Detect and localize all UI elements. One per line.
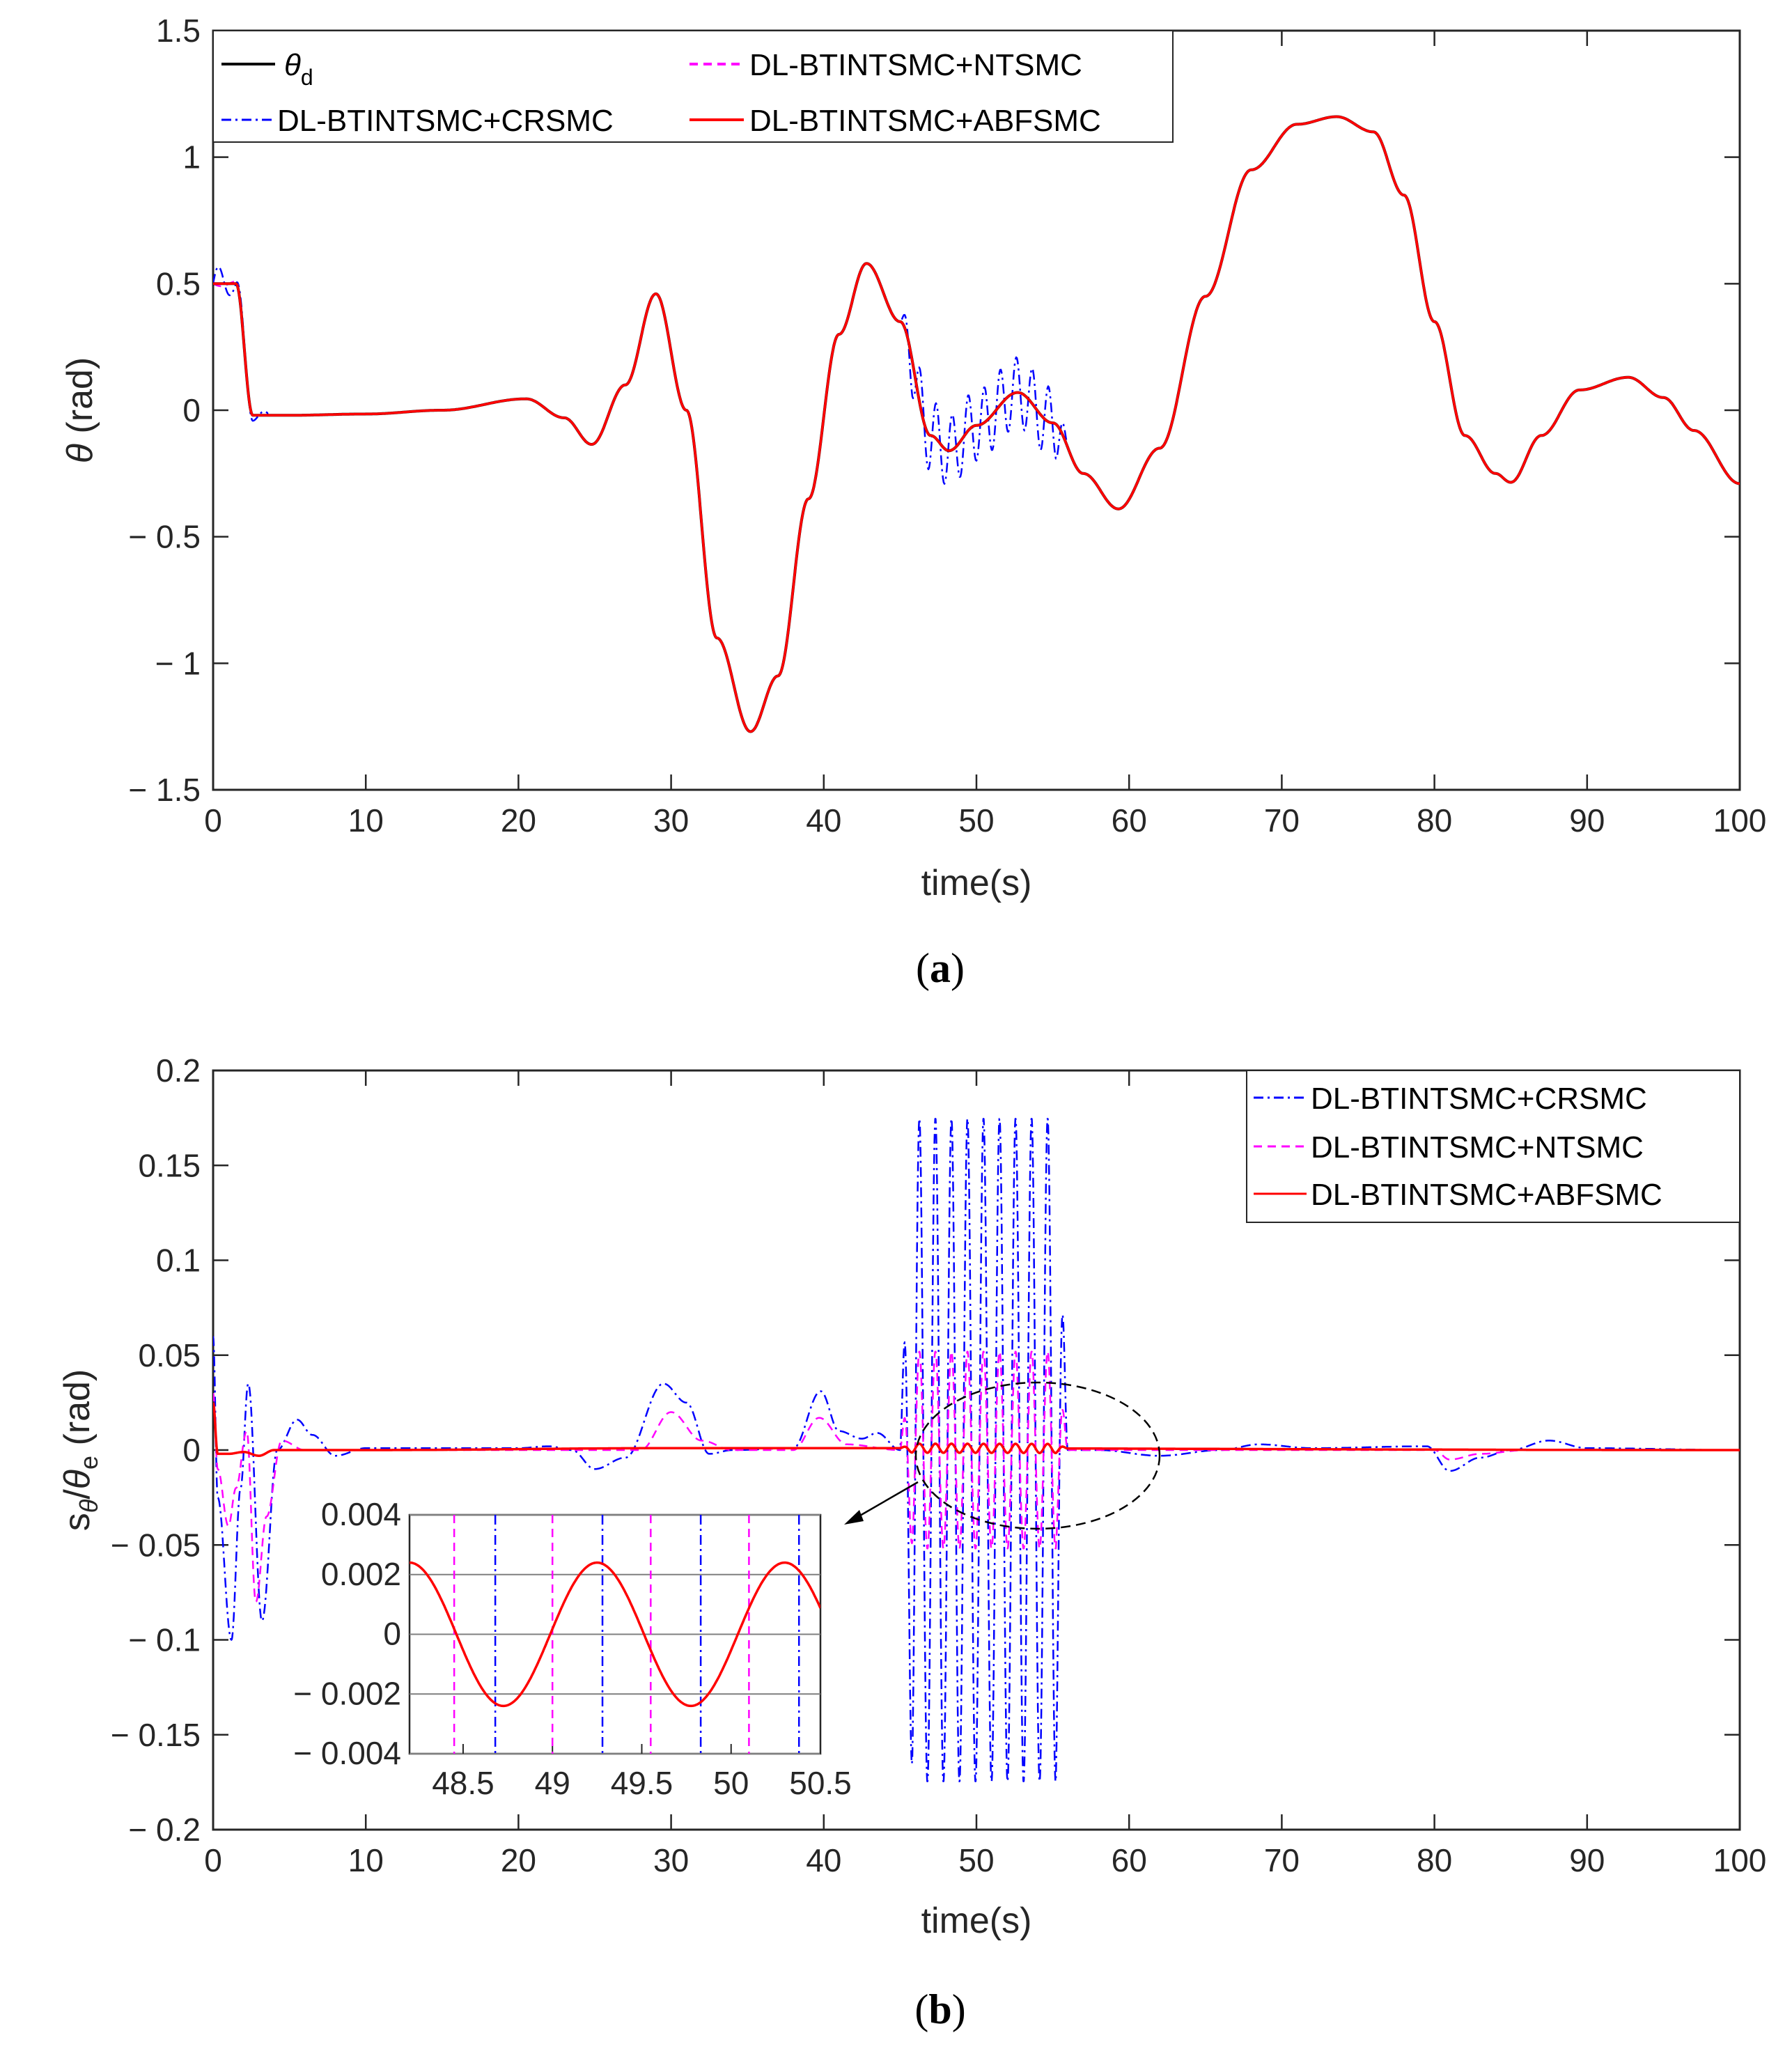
panel-b-caption: (b) — [914, 1986, 965, 2032]
x-tick-label: 100 — [1713, 802, 1767, 839]
x-tick-label: 90 — [1569, 1842, 1605, 1878]
y-tick-label: 0.5 — [156, 265, 201, 302]
x-tick-label: 40 — [806, 802, 841, 839]
panel-a-ticks: 0 10 20 30 40 50 60 70 80 90 100 − 1.5 − 1 − 0.5 0 0.5 1… — [128, 13, 1766, 839]
inset-x-tick-label: 49.5 — [611, 1765, 673, 1801]
legend-b-label-crsmc: DL-BTINTSMC+CRSMC — [1311, 1082, 1647, 1116]
x-tick-label: 80 — [1417, 802, 1452, 839]
panel-a-ylabel: θ (rad) — [60, 357, 100, 463]
legend-label-crsmc: DL-BTINTSMC+CRSMC — [277, 104, 614, 138]
series-abfsmc-line — [213, 1402, 1740, 1457]
y-tick-label: 0.05 — [138, 1337, 201, 1373]
legend-b-label-ntsmc: DL-BTINTSMC+NTSMC — [1311, 1130, 1644, 1165]
y-tick-label: − 0.15 — [111, 1717, 201, 1753]
inset-y-tick-label: 0.004 — [321, 1496, 401, 1532]
panel-a-legend-box — [212, 30, 1174, 143]
panel-b-legend-box — [1246, 1070, 1740, 1223]
x-tick-label: 10 — [348, 1842, 384, 1878]
x-tick-label: 70 — [1264, 1842, 1300, 1878]
panel-b-ylabel: sθ/θe (rad) — [57, 1369, 103, 1531]
x-tick-label: 10 — [348, 802, 384, 839]
x-tick-label: 100 — [1713, 1842, 1767, 1878]
x-tick-label: 0 — [204, 1842, 222, 1878]
legend-b-label-abfsmc: DL-BTINTSMC+ABFSMC — [1311, 1178, 1662, 1212]
series-abfsmc-line — [213, 115, 1740, 733]
y-tick-label: − 0.05 — [111, 1527, 201, 1563]
inset-y-tick-label: − 0.004 — [293, 1735, 401, 1771]
y-tick-label: 0 — [182, 392, 201, 428]
inset-ticks: − 0.004 − 0.002 0 0.002 0.004 48.5 49 49.5 50 50.… — [293, 1496, 852, 1801]
x-tick-label: 80 — [1417, 1842, 1452, 1878]
x-tick-label: 70 — [1264, 802, 1300, 839]
x-tick-label: 30 — [653, 1842, 689, 1878]
panel-b-curves — [213, 1118, 1740, 1782]
inset-abfsmc-line — [410, 1561, 820, 1708]
panel-a-curves — [213, 115, 1740, 733]
inset-x-tick-label: 50 — [713, 1765, 749, 1801]
inset-zoom-chart: − 0.004 − 0.002 0 0.002 0.004 48.5 49 49.5 50 50.… — [293, 1496, 852, 1801]
legend-theta-subscript: d — [301, 65, 313, 90]
inset-y-tick-label: 0.002 — [321, 1556, 401, 1592]
y-tick-label: 0.2 — [156, 1052, 201, 1089]
panel-a-xlabel: time(s) — [921, 863, 1032, 903]
x-tick-label: 60 — [1112, 802, 1147, 839]
x-tick-label: 50 — [958, 802, 994, 839]
legend-label-abfsmc: DL-BTINTSMC+ABFSMC — [749, 104, 1101, 138]
zoom-region-ellipse — [914, 1381, 1161, 1530]
series-crsmc-line — [213, 1118, 1740, 1782]
y-tick-label: 0.15 — [138, 1147, 201, 1183]
zoom-arrow-head — [844, 1510, 864, 1525]
panel-b-legend: DL-BTINTSMC+CRSMC DL-BTINTSMC+NTSMC DL-B… — [1246, 1070, 1740, 1223]
panel-a-chart: 0 10 20 30 40 50 60 70 80 90 100 − 1.5 − 1 − 0.5 0 0.5 1… — [60, 13, 1766, 991]
legend-theta-symbol: θ — [284, 48, 301, 82]
inset-x-tick-label: 50.5 — [789, 1765, 852, 1801]
panel-b-ticks: 0 10 20 30 40 50 60 70 80 90 100 − 0.2 − 0.15 − 0.1 − … — [111, 1052, 1767, 1878]
y-tick-label: − 0.5 — [128, 519, 201, 555]
y-tick-label: − 1.5 — [128, 772, 201, 808]
y-tick-label: 1 — [182, 139, 201, 176]
x-tick-label: 20 — [501, 1842, 536, 1878]
y-tick-label: 0.1 — [156, 1243, 201, 1279]
x-tick-label: 50 — [958, 1842, 994, 1878]
inset-y-tick-label: 0 — [383, 1616, 401, 1652]
panel-a-plot-area — [212, 29, 1741, 791]
legend-label-ntsmc: DL-BTINTSMC+NTSMC — [749, 48, 1082, 82]
x-tick-label: 90 — [1569, 802, 1605, 839]
panel-b-xlabel: time(s) — [921, 1901, 1032, 1941]
x-tick-label: 20 — [501, 802, 536, 839]
panel-a-caption: (a) — [916, 945, 965, 991]
panel-b-chart: 0 10 20 30 40 50 60 70 80 90 100 − 0.2 − 0.15 − 0.1 − … — [57, 1052, 1766, 2032]
legend-label-theta-d: θd — [284, 48, 313, 90]
y-tick-label: 1.5 — [156, 13, 201, 49]
y-tick-label: 0 — [182, 1432, 201, 1468]
zoom-arrow-line — [855, 1481, 919, 1520]
x-tick-label: 60 — [1112, 1842, 1147, 1878]
inset-x-tick-label: 49 — [535, 1765, 570, 1801]
y-tick-label: − 0.1 — [128, 1622, 201, 1658]
x-tick-label: 0 — [204, 802, 222, 839]
y-tick-label: − 0.2 — [128, 1812, 201, 1848]
x-tick-label: 40 — [806, 1842, 841, 1878]
x-tick-label: 30 — [653, 802, 689, 839]
inset-x-tick-label: 48.5 — [432, 1765, 494, 1801]
panel-a-legend: θd DL-BTINTSMC+NTSMC DL-BTINTSMC+CRSMC D… — [212, 30, 1174, 143]
inset-y-tick-label: − 0.002 — [293, 1675, 401, 1711]
y-tick-label: − 1 — [155, 645, 201, 681]
inset-curves — [410, 1515, 820, 1754]
